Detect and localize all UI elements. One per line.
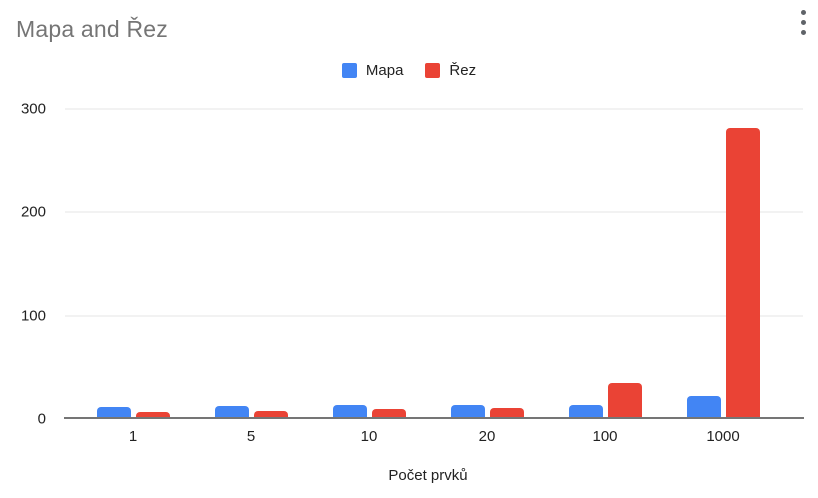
bar-řez xyxy=(253,410,288,419)
bar-mapa xyxy=(686,396,721,419)
gridline xyxy=(65,211,803,213)
legend-swatch xyxy=(425,63,441,78)
bar-group xyxy=(546,109,664,419)
bar-řez xyxy=(371,408,406,419)
y-axis: 0 100 200 300 xyxy=(0,102,46,427)
gridline xyxy=(65,315,803,317)
bar-mapa xyxy=(332,404,367,419)
kebab-dot xyxy=(800,19,806,25)
y-tick-label: 100 xyxy=(20,307,46,325)
kebab-dot xyxy=(800,29,806,35)
x-tick-label: 20 xyxy=(478,428,496,445)
kebab-menu-icon[interactable] xyxy=(792,5,814,39)
x-axis-labels: 1 5 10 20 100 1000 xyxy=(74,428,782,445)
y-tick-label: 0 xyxy=(37,410,46,428)
bar-group xyxy=(310,109,428,419)
x-tick-label: 10 xyxy=(360,428,378,445)
y-tick-label: 300 xyxy=(20,100,46,118)
bar-řez xyxy=(725,127,760,419)
legend-item-mapa: Mapa xyxy=(341,62,404,79)
bar-mapa xyxy=(450,404,485,419)
legend-label: Mapa xyxy=(365,62,404,79)
x-tick-label: 5 xyxy=(246,428,256,445)
bar-groups xyxy=(74,109,782,419)
bar-řez xyxy=(489,407,524,419)
x-axis-baseline xyxy=(64,417,804,419)
bar-group xyxy=(192,109,310,419)
x-tick-label: 1000 xyxy=(706,428,740,445)
bar-group xyxy=(664,109,782,419)
legend-label: Řez xyxy=(449,62,477,79)
bar-group xyxy=(428,109,546,419)
gridline xyxy=(65,108,803,110)
bar-mapa xyxy=(568,404,603,419)
y-tick-label: 200 xyxy=(20,203,46,221)
kebab-dot xyxy=(800,9,806,15)
legend-swatch xyxy=(341,63,357,78)
chart-legend: Mapa Řez xyxy=(0,62,818,79)
bar-group xyxy=(74,109,192,419)
bar-mapa xyxy=(96,406,131,419)
bar-řez xyxy=(135,411,170,419)
bar-řez xyxy=(607,382,642,419)
gridlines xyxy=(65,108,803,419)
bar-mapa xyxy=(214,405,249,419)
x-tick-label: 100 xyxy=(592,428,618,445)
x-tick-label: 1 xyxy=(128,428,138,445)
legend-item-rez: Řez xyxy=(425,62,476,79)
x-axis-title: Počet prvků xyxy=(388,467,468,484)
chart-title: Mapa and Řez xyxy=(16,16,168,42)
